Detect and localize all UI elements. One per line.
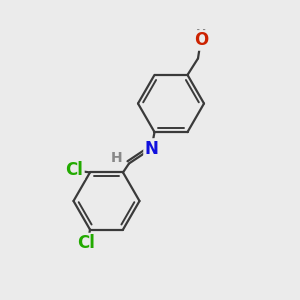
Text: O: O [194, 32, 208, 50]
Text: N: N [145, 140, 158, 158]
Text: Cl: Cl [77, 234, 95, 252]
Text: Cl: Cl [65, 161, 83, 179]
Text: H: H [111, 151, 122, 165]
Text: H: H [196, 28, 206, 41]
